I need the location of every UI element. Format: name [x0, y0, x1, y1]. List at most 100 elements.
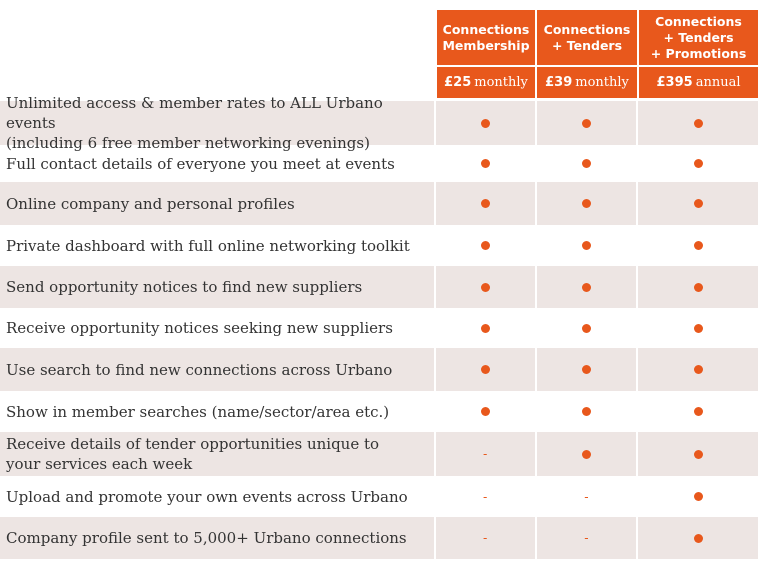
not-included-dash-icon: -	[483, 531, 488, 545]
feature-cell	[534, 432, 636, 476]
feature-cell	[534, 145, 636, 182]
feature-table: Unlimited access & member rates to ALL U…	[0, 94, 758, 559]
feature-cell	[635, 182, 758, 225]
feature-cell	[433, 182, 535, 225]
included-dot-icon	[581, 159, 591, 168]
feature-cell	[433, 391, 535, 432]
feature-row: Receive details of tender opportunities …	[0, 432, 758, 476]
feature-row: Online company and personal profiles	[0, 182, 758, 225]
price-period: monthly	[474, 75, 528, 90]
feature-cell: -	[534, 476, 636, 517]
price-amount: £25	[444, 75, 472, 90]
plan-name: Connections + Tenders	[537, 10, 637, 67]
feature-cell	[534, 348, 636, 391]
feature-cell	[433, 266, 535, 308]
plan-column-tenders: Connections + Tenders £39 monthly	[537, 10, 637, 98]
included-dot-icon	[581, 199, 591, 208]
not-included-dash-icon: -	[584, 531, 589, 545]
included-dot-icon	[480, 241, 490, 250]
included-dot-icon	[480, 159, 490, 168]
feature-cell	[635, 517, 758, 559]
plan-name: Connections Membership	[437, 10, 535, 67]
included-dot-icon	[693, 365, 703, 374]
feature-cell: -	[433, 517, 535, 559]
feature-cell	[534, 308, 636, 348]
feature-row: Upload and promote your own events acros…	[0, 476, 758, 517]
feature-row: Unlimited access & member rates to ALL U…	[0, 94, 758, 152]
price-amount: £39	[545, 75, 573, 90]
included-dot-icon	[480, 365, 490, 374]
plan-header-row: Connections Membership £25 monthly Conne…	[437, 10, 758, 98]
plan-column-membership: Connections Membership £25 monthly	[437, 10, 535, 98]
feature-cell	[635, 145, 758, 182]
feature-label: Full contact details of everyone you mee…	[6, 154, 395, 173]
not-included-dash-icon: -	[584, 489, 589, 504]
included-dot-icon	[581, 118, 591, 128]
included-dot-icon	[480, 199, 490, 208]
not-included-dash-icon: -	[483, 489, 488, 504]
feature-row: Receive opportunity notices seeking new …	[0, 308, 758, 348]
feature-label: Private dashboard with full online netwo…	[6, 236, 410, 255]
included-dot-icon	[480, 282, 490, 292]
feature-cell	[635, 225, 758, 266]
feature-cell	[635, 476, 758, 517]
included-dot-icon	[581, 323, 591, 333]
feature-label: Upload and promote your own events acros…	[6, 487, 408, 506]
feature-label: Online company and personal profiles	[6, 194, 295, 213]
feature-row: Use search to find new connections acros…	[0, 348, 758, 391]
feature-cell	[635, 266, 758, 308]
included-dot-icon	[693, 282, 703, 292]
included-dot-icon	[581, 449, 591, 459]
feature-cell	[433, 145, 535, 182]
feature-cell	[534, 182, 636, 225]
feature-label: Use search to find new connections acros…	[6, 360, 393, 379]
included-dot-icon	[480, 118, 490, 128]
feature-label: Unlimited access & member rates to ALL U…	[6, 94, 383, 152]
feature-cell	[433, 308, 535, 348]
feature-label: Company profile sent to 5,000+ Urbano co…	[6, 529, 407, 547]
included-dot-icon	[581, 365, 591, 374]
feature-cell	[433, 225, 535, 266]
feature-row: Send opportunity notices to find new sup…	[0, 266, 758, 308]
feature-cell: -	[433, 432, 535, 476]
feature-cell	[635, 348, 758, 391]
price-period: annual	[695, 75, 741, 90]
feature-cell	[534, 225, 636, 266]
feature-label: Show in member searches (name/sector/are…	[6, 402, 390, 421]
feature-cell	[534, 101, 636, 145]
feature-label: Receive opportunity notices seeking new …	[6, 319, 393, 337]
plan-name: Connections + Tenders + Promotions	[639, 10, 758, 67]
feature-cell: -	[433, 476, 535, 517]
included-dot-icon	[693, 492, 703, 501]
included-dot-icon	[480, 407, 490, 416]
included-dot-icon	[480, 323, 490, 333]
not-included-dash-icon: -	[483, 447, 488, 461]
feature-cell	[635, 432, 758, 476]
included-dot-icon	[693, 407, 703, 416]
feature-cell	[534, 391, 636, 432]
feature-cell	[534, 266, 636, 308]
feature-row: Full contact details of everyone you mee…	[0, 145, 758, 182]
included-dot-icon	[581, 241, 591, 250]
feature-label: Receive details of tender opportunities …	[6, 435, 380, 473]
price-period: monthly	[575, 75, 629, 90]
plan-price: £25 monthly	[437, 67, 535, 98]
included-dot-icon	[693, 159, 703, 168]
included-dot-icon	[581, 407, 591, 416]
feature-row: Private dashboard with full online netwo…	[0, 225, 758, 266]
feature-cell	[433, 101, 535, 145]
plan-price: £39 monthly	[537, 67, 637, 98]
included-dot-icon	[693, 241, 703, 250]
feature-row: Company profile sent to 5,000+ Urbano co…	[0, 517, 758, 559]
included-dot-icon	[581, 282, 591, 292]
feature-cell: -	[534, 517, 636, 559]
included-dot-icon	[693, 533, 703, 543]
included-dot-icon	[693, 199, 703, 208]
feature-cell	[635, 308, 758, 348]
included-dot-icon	[693, 449, 703, 459]
plan-column-promotions: Connections + Tenders + Promotions £395 …	[639, 10, 758, 98]
plan-price: £395 annual	[639, 67, 758, 98]
included-dot-icon	[693, 323, 703, 333]
feature-row: Show in member searches (name/sector/are…	[0, 391, 758, 432]
